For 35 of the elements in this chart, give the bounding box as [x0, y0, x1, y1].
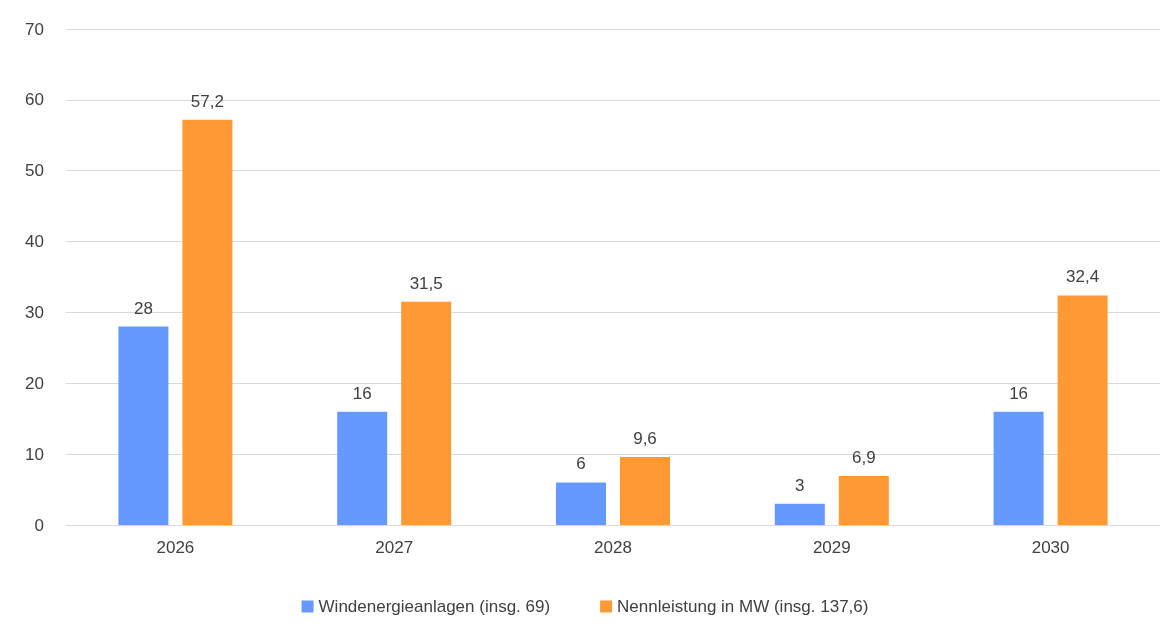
y-tick-label: 60: [25, 90, 44, 110]
bar: [993, 411, 1044, 525]
data-label: 57,2: [190, 91, 224, 111]
bar: [401, 301, 452, 525]
bar: [118, 326, 169, 525]
bar: [620, 456, 670, 525]
bar: [337, 411, 388, 525]
x-tick-label: 2029: [812, 538, 851, 557]
data-label: 16: [1009, 383, 1029, 403]
y-tick-label: 50: [25, 161, 44, 181]
bar: [1057, 295, 1108, 525]
bar: [182, 119, 233, 525]
x-tick-label: 2027: [375, 538, 414, 557]
data-label: 31,5: [409, 273, 443, 293]
data-label: 3: [795, 475, 805, 495]
legend-label: Nennleistung in MW (insg. 137,6): [617, 597, 869, 616]
y-tick-label: 30: [25, 302, 44, 322]
y-tick-label: 40: [25, 232, 44, 252]
bar: [774, 503, 825, 525]
y-tick-label: 70: [25, 19, 44, 39]
data-label: 6: [576, 454, 586, 474]
y-tick-label: 0: [34, 515, 44, 535]
data-label: 16: [352, 383, 372, 403]
legend-label: Windenergieanlagen (insg. 69): [318, 597, 551, 616]
bar: [556, 482, 606, 525]
data-label: 9,6: [633, 428, 657, 448]
y-tick-label: 10: [25, 444, 44, 464]
bar: [838, 476, 889, 525]
data-label: 6,9: [851, 448, 876, 468]
x-tick-label: 2026: [156, 538, 195, 557]
data-label: 28: [133, 298, 153, 318]
data-label: 32,4: [1066, 267, 1100, 287]
x-tick-label: 2030: [1031, 538, 1070, 557]
y-tick-label: 20: [25, 373, 44, 393]
x-tick-label: 2028: [594, 538, 632, 557]
